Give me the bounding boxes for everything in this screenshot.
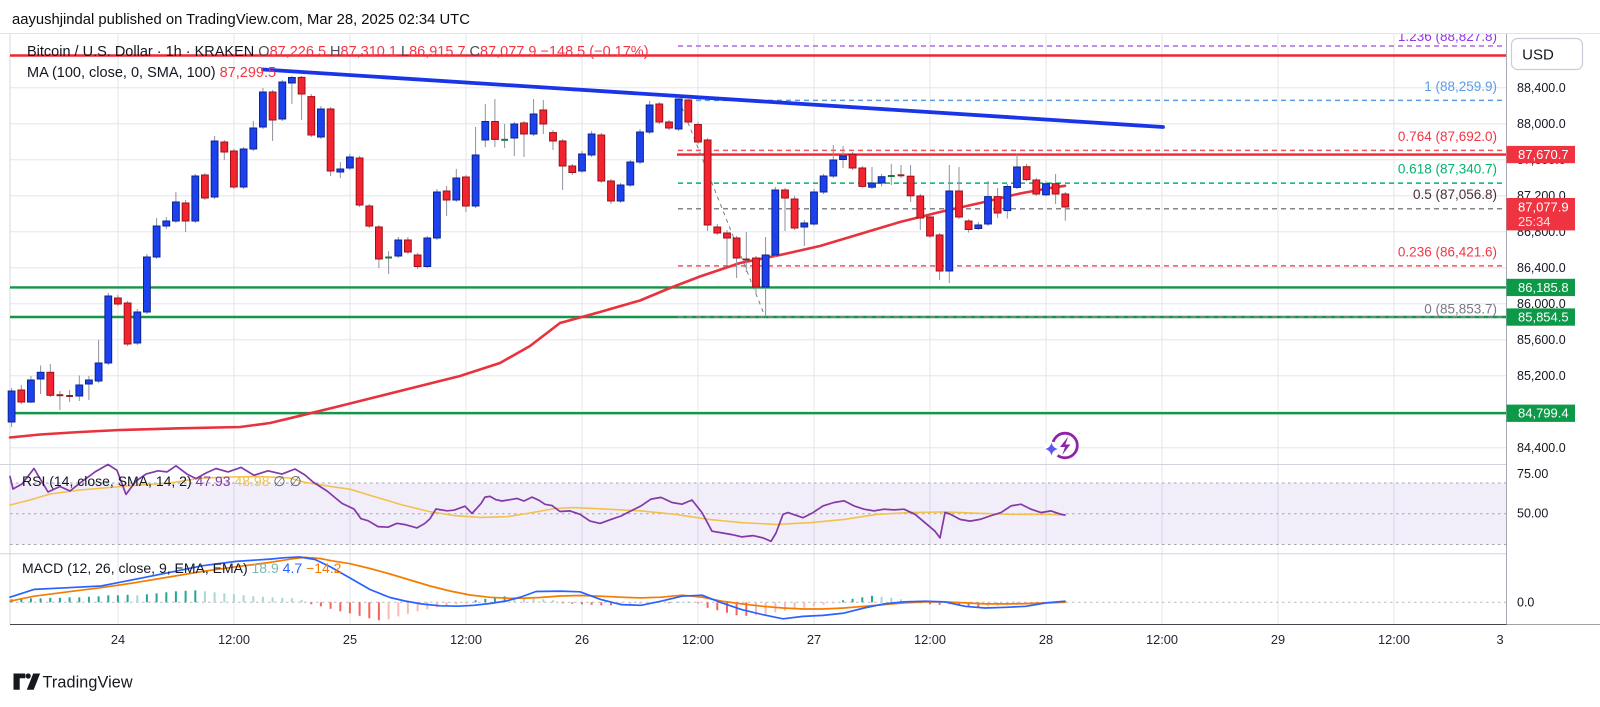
svg-text:MACD (12, 26, close, 9, EMA, E: MACD (12, 26, close, 9, EMA, EMA) 18.9 4… xyxy=(22,560,342,576)
svg-text:1 (88,259.9): 1 (88,259.9) xyxy=(1424,79,1497,94)
svg-text:25: 25 xyxy=(343,632,357,647)
svg-text:12:00: 12:00 xyxy=(218,632,250,647)
svg-text:88,000.0: 88,000.0 xyxy=(1517,117,1566,131)
svg-text:29: 29 xyxy=(1271,632,1285,647)
svg-text:87,670.7: 87,670.7 xyxy=(1518,147,1569,162)
svg-text:12:00: 12:00 xyxy=(682,632,714,647)
svg-text:50.00: 50.00 xyxy=(1517,507,1548,521)
svg-text:3: 3 xyxy=(1496,632,1503,647)
svg-text:0 (85,853.7): 0 (85,853.7) xyxy=(1424,302,1497,317)
svg-text:Bitcoin / U.S. Dollar · 1h · K: Bitcoin / U.S. Dollar · 1h · KRAKEN O87,… xyxy=(27,44,649,60)
svg-text:12:00: 12:00 xyxy=(1146,632,1178,647)
svg-text:27: 27 xyxy=(807,632,821,647)
svg-text:84,400.0: 84,400.0 xyxy=(1517,441,1566,455)
svg-text:0.618 (87,340.7): 0.618 (87,340.7) xyxy=(1398,162,1497,177)
svg-text:86,000.0: 86,000.0 xyxy=(1517,297,1566,311)
svg-text:12:00: 12:00 xyxy=(914,632,946,647)
svg-text:85,200.0: 85,200.0 xyxy=(1517,369,1566,383)
svg-text:0.764 (87,692.0): 0.764 (87,692.0) xyxy=(1398,129,1497,144)
svg-text:MA (100, close, 0, SMA, 100) 8: MA (100, close, 0, SMA, 100) 87,299.5 xyxy=(27,65,276,81)
svg-text:85,600.0: 85,600.0 xyxy=(1517,333,1566,347)
svg-text:28: 28 xyxy=(1039,632,1053,647)
svg-text:26: 26 xyxy=(575,632,589,647)
svg-text:84,799.4: 84,799.4 xyxy=(1518,406,1569,421)
svg-text:86,400.0: 86,400.0 xyxy=(1517,261,1566,275)
svg-text:85,854.5: 85,854.5 xyxy=(1518,309,1569,324)
svg-text:0.0: 0.0 xyxy=(1517,596,1534,610)
svg-text:75.00: 75.00 xyxy=(1517,467,1548,481)
svg-text:12:00: 12:00 xyxy=(1378,632,1410,647)
svg-text:88,400.0: 88,400.0 xyxy=(1517,81,1566,95)
svg-text:RSI (14, close, SMA, 14, 2) 47: RSI (14, close, SMA, 14, 2) 47.93 48.98 … xyxy=(22,473,302,489)
svg-text:12:00: 12:00 xyxy=(450,632,482,647)
svg-text:86,185.8: 86,185.8 xyxy=(1518,280,1569,295)
svg-text:87,077.9: 87,077.9 xyxy=(1518,199,1569,214)
svg-text:0.236 (86,421.6): 0.236 (86,421.6) xyxy=(1398,244,1497,259)
svg-text:24: 24 xyxy=(111,632,125,647)
svg-text:25:34: 25:34 xyxy=(1518,214,1551,229)
svg-text:TradingView: TradingView xyxy=(43,674,133,692)
svg-text:aayushjindal published on Trad: aayushjindal published on TradingView.co… xyxy=(12,12,470,28)
svg-text:0.5 (87,056.8): 0.5 (87,056.8) xyxy=(1413,187,1497,202)
svg-text:USD: USD xyxy=(1522,47,1554,64)
